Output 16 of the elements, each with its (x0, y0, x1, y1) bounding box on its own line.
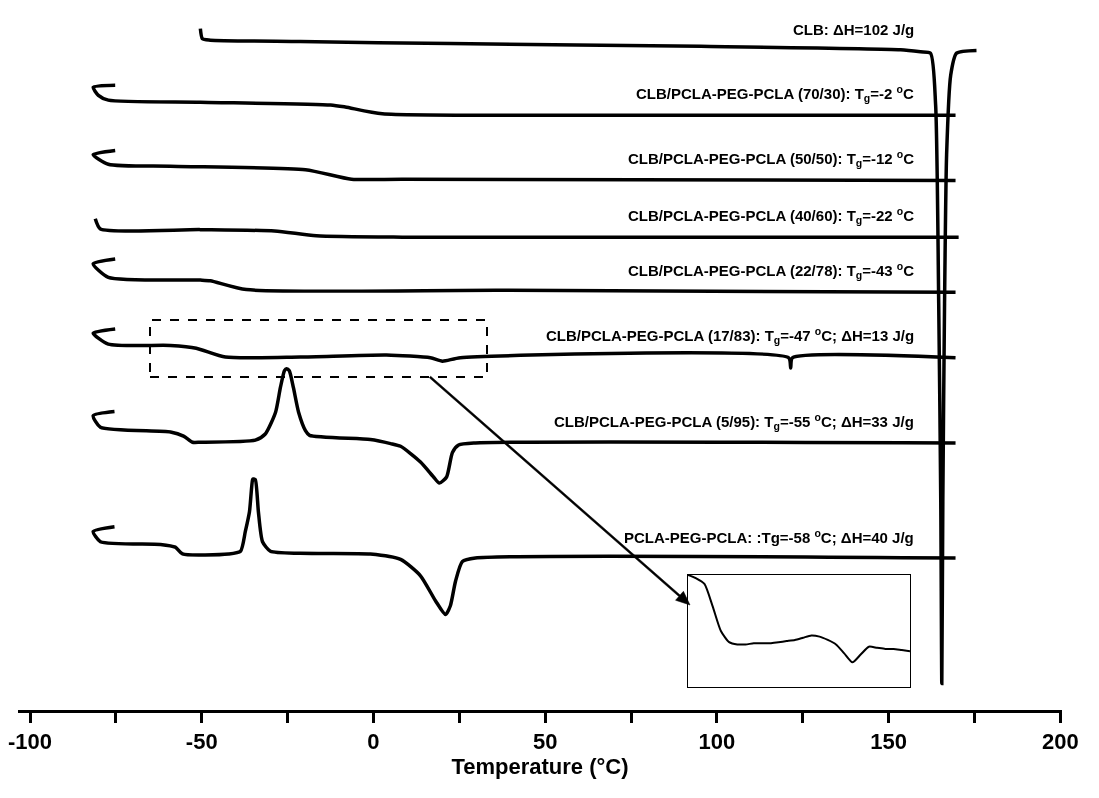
x-tick-label: 0 (367, 729, 380, 755)
x-tick-label: 150 (870, 729, 907, 755)
series-label: CLB/PCLA-PEG-PCLA (17/83): T$_{g}$=-47 $^{o}$C; ΔH=13 J/g (546, 325, 915, 347)
series-label: PCLA-PEG-PCLA: :Tg=-58 $^{o}$C; ΔH=40 J/g (624, 527, 914, 547)
series-label: CLB/PCLA-PEG-PCLA (50/50): T$_{g}$=-12 $^{o}$C (628, 148, 915, 170)
series-label: CLB/PCLA-PEG-PCLA (70/30): T$_{g}$=-2 $^{o}$C (636, 83, 914, 105)
x-axis-title: Temperature (°C) (451, 754, 629, 780)
series-label: CLB/PCLA-PEG-PCLA (40/60): T$_{g}$=-22 $^{o}$C (628, 205, 915, 227)
x-tick-label: -100 (8, 729, 53, 755)
x-tick-label: 200 (1041, 729, 1079, 755)
x-tick-label: 50 (532, 729, 558, 755)
x-tick-label: 100 (698, 729, 736, 755)
series-label: CLB/PCLA-PEG-PCLA (22/78): T$_{g}$=-43 $^{o}$C (628, 260, 915, 282)
x-tick-label: -50 (185, 729, 218, 755)
series-label: CLB/PCLA-PEG-PCLA (5/95): T$_{g}$=-55 $^{o}$C; ΔH=33 J/g (554, 411, 914, 433)
series-label: CLB: ΔH=102 J/g (793, 21, 915, 38)
